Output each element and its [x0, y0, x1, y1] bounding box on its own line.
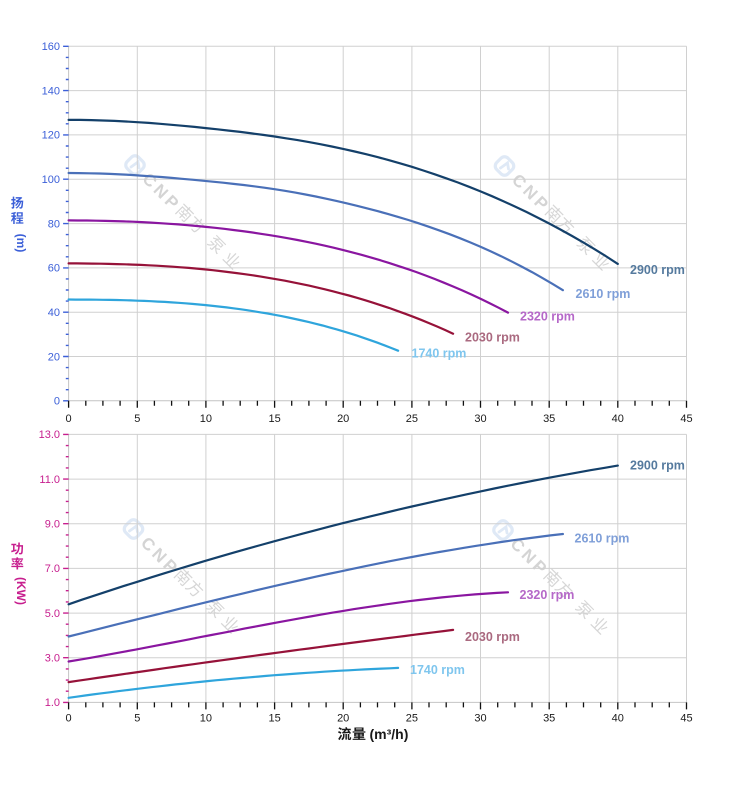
svg-text:3.0: 3.0 — [45, 653, 60, 665]
svg-text:160: 160 — [42, 41, 60, 53]
svg-text:11.0: 11.0 — [39, 474, 60, 486]
svg-text:10: 10 — [200, 713, 212, 725]
svg-text:(KW): (KW) — [14, 577, 28, 605]
svg-text:0: 0 — [54, 396, 60, 408]
svg-text:25: 25 — [406, 413, 418, 425]
svg-text:(m³/h): (m³/h) — [370, 726, 409, 742]
svg-text:30: 30 — [474, 713, 486, 725]
svg-text:80: 80 — [48, 218, 60, 230]
svg-text:15: 15 — [268, 713, 280, 725]
svg-text:0: 0 — [66, 413, 72, 425]
svg-text:40: 40 — [612, 713, 624, 725]
svg-text:15: 15 — [268, 413, 280, 425]
svg-text:2030 rpm: 2030 rpm — [465, 630, 520, 644]
svg-text:2900 rpm: 2900 rpm — [630, 263, 685, 277]
svg-text:5: 5 — [134, 713, 140, 725]
svg-text:1740 rpm: 1740 rpm — [410, 663, 465, 677]
svg-text:20: 20 — [337, 713, 349, 725]
svg-text:2320 rpm: 2320 rpm — [520, 310, 575, 324]
svg-text:30: 30 — [474, 413, 486, 425]
svg-text:40: 40 — [612, 413, 624, 425]
svg-text:1.0: 1.0 — [45, 697, 60, 709]
svg-text:20: 20 — [48, 351, 60, 363]
svg-text:140: 140 — [42, 85, 60, 97]
svg-text:2610 rpm: 2610 rpm — [576, 287, 631, 301]
svg-text:100: 100 — [42, 174, 60, 186]
svg-text:(m): (m) — [14, 234, 28, 253]
svg-text:40: 40 — [48, 307, 60, 319]
svg-text:45: 45 — [680, 713, 692, 725]
svg-text:13.0: 13.0 — [39, 429, 60, 441]
svg-text:35: 35 — [543, 413, 555, 425]
svg-text:1740 rpm: 1740 rpm — [412, 347, 467, 361]
svg-text:20: 20 — [337, 413, 349, 425]
svg-text:5: 5 — [134, 413, 140, 425]
svg-text:0: 0 — [66, 713, 72, 725]
svg-text:5.0: 5.0 — [45, 608, 60, 620]
svg-text:120: 120 — [42, 130, 60, 142]
svg-text:2320 rpm: 2320 rpm — [520, 588, 575, 602]
svg-text:2900 rpm: 2900 rpm — [630, 459, 685, 473]
svg-text:2030 rpm: 2030 rpm — [465, 331, 520, 345]
svg-text:45: 45 — [680, 413, 692, 425]
svg-text:7.0: 7.0 — [45, 563, 60, 575]
svg-text:10: 10 — [200, 413, 212, 425]
svg-text:25: 25 — [406, 713, 418, 725]
svg-text:60: 60 — [48, 263, 60, 275]
svg-text:35: 35 — [543, 713, 555, 725]
svg-text:2610 rpm: 2610 rpm — [575, 532, 630, 546]
svg-text:9.0: 9.0 — [45, 519, 60, 531]
